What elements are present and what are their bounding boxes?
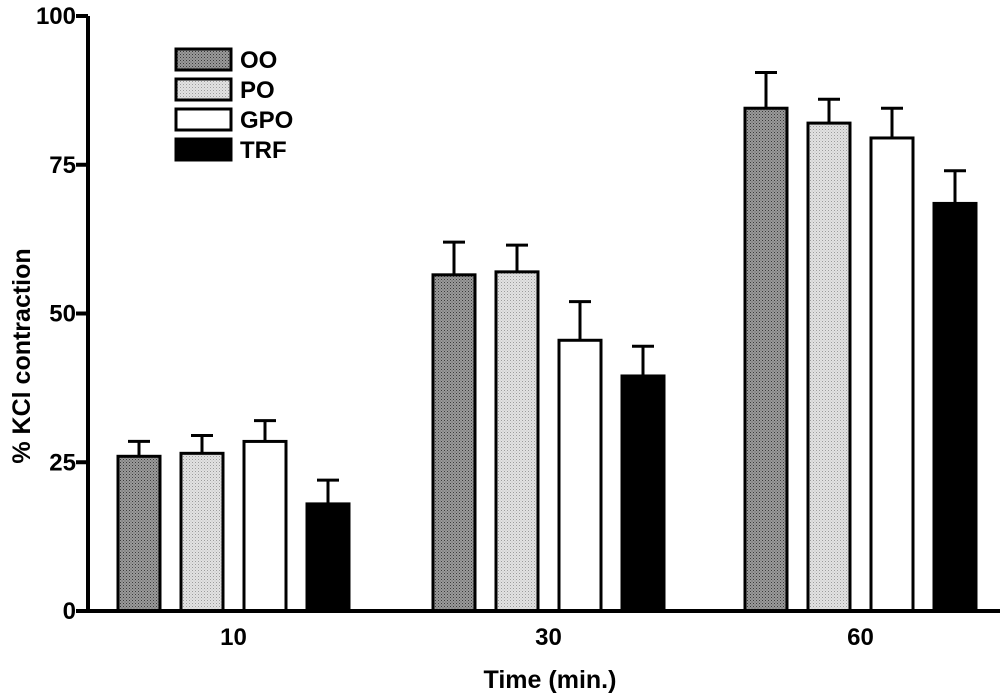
x-tick-label-30: 30: [535, 624, 562, 651]
bar-oo-60: [743, 106, 789, 613]
x-tick-label-60: 60: [847, 624, 874, 651]
legend-swatch-gpo: [174, 107, 233, 132]
axes-layer: 10 30 60 0 25 50 75 100: [36, 3, 1000, 651]
y-tick-label-75: 75: [49, 152, 76, 179]
bar-po-10: [179, 451, 225, 613]
y-tick-label-50: 50: [49, 301, 76, 328]
bar-gpo-10: [242, 439, 288, 613]
bar-po-30: [494, 270, 540, 613]
x-axis-title: Time (min.): [484, 666, 617, 694]
y-tick-label-100: 100: [36, 3, 76, 30]
legend-label-po: PO: [240, 77, 275, 104]
bar-trf-30: [620, 374, 666, 613]
legend-label-gpo: GPO: [240, 107, 293, 134]
bar-gpo-60: [869, 136, 915, 613]
y-axis-title: % KCl contraction: [8, 248, 36, 463]
legend-swatch-po: [174, 77, 233, 102]
legend-swatch-oo: [174, 47, 233, 72]
bar-oo-10: [116, 454, 162, 613]
legend-label-oo: OO: [240, 47, 277, 74]
legend-label-trf: TRF: [240, 137, 287, 164]
legend: OO PO GPO TRF: [174, 47, 293, 164]
x-tick-label-10: 10: [220, 624, 247, 651]
bar-trf-60: [932, 201, 978, 613]
y-tick-label-0: 0: [63, 598, 76, 625]
bar-po-60: [806, 121, 852, 613]
y-tick-label-25: 25: [49, 449, 76, 476]
bar-trf-10: [305, 502, 351, 613]
legend-swatch-trf: [174, 137, 233, 162]
bar-oo-30: [431, 273, 477, 613]
bar-gpo-30: [557, 338, 603, 613]
